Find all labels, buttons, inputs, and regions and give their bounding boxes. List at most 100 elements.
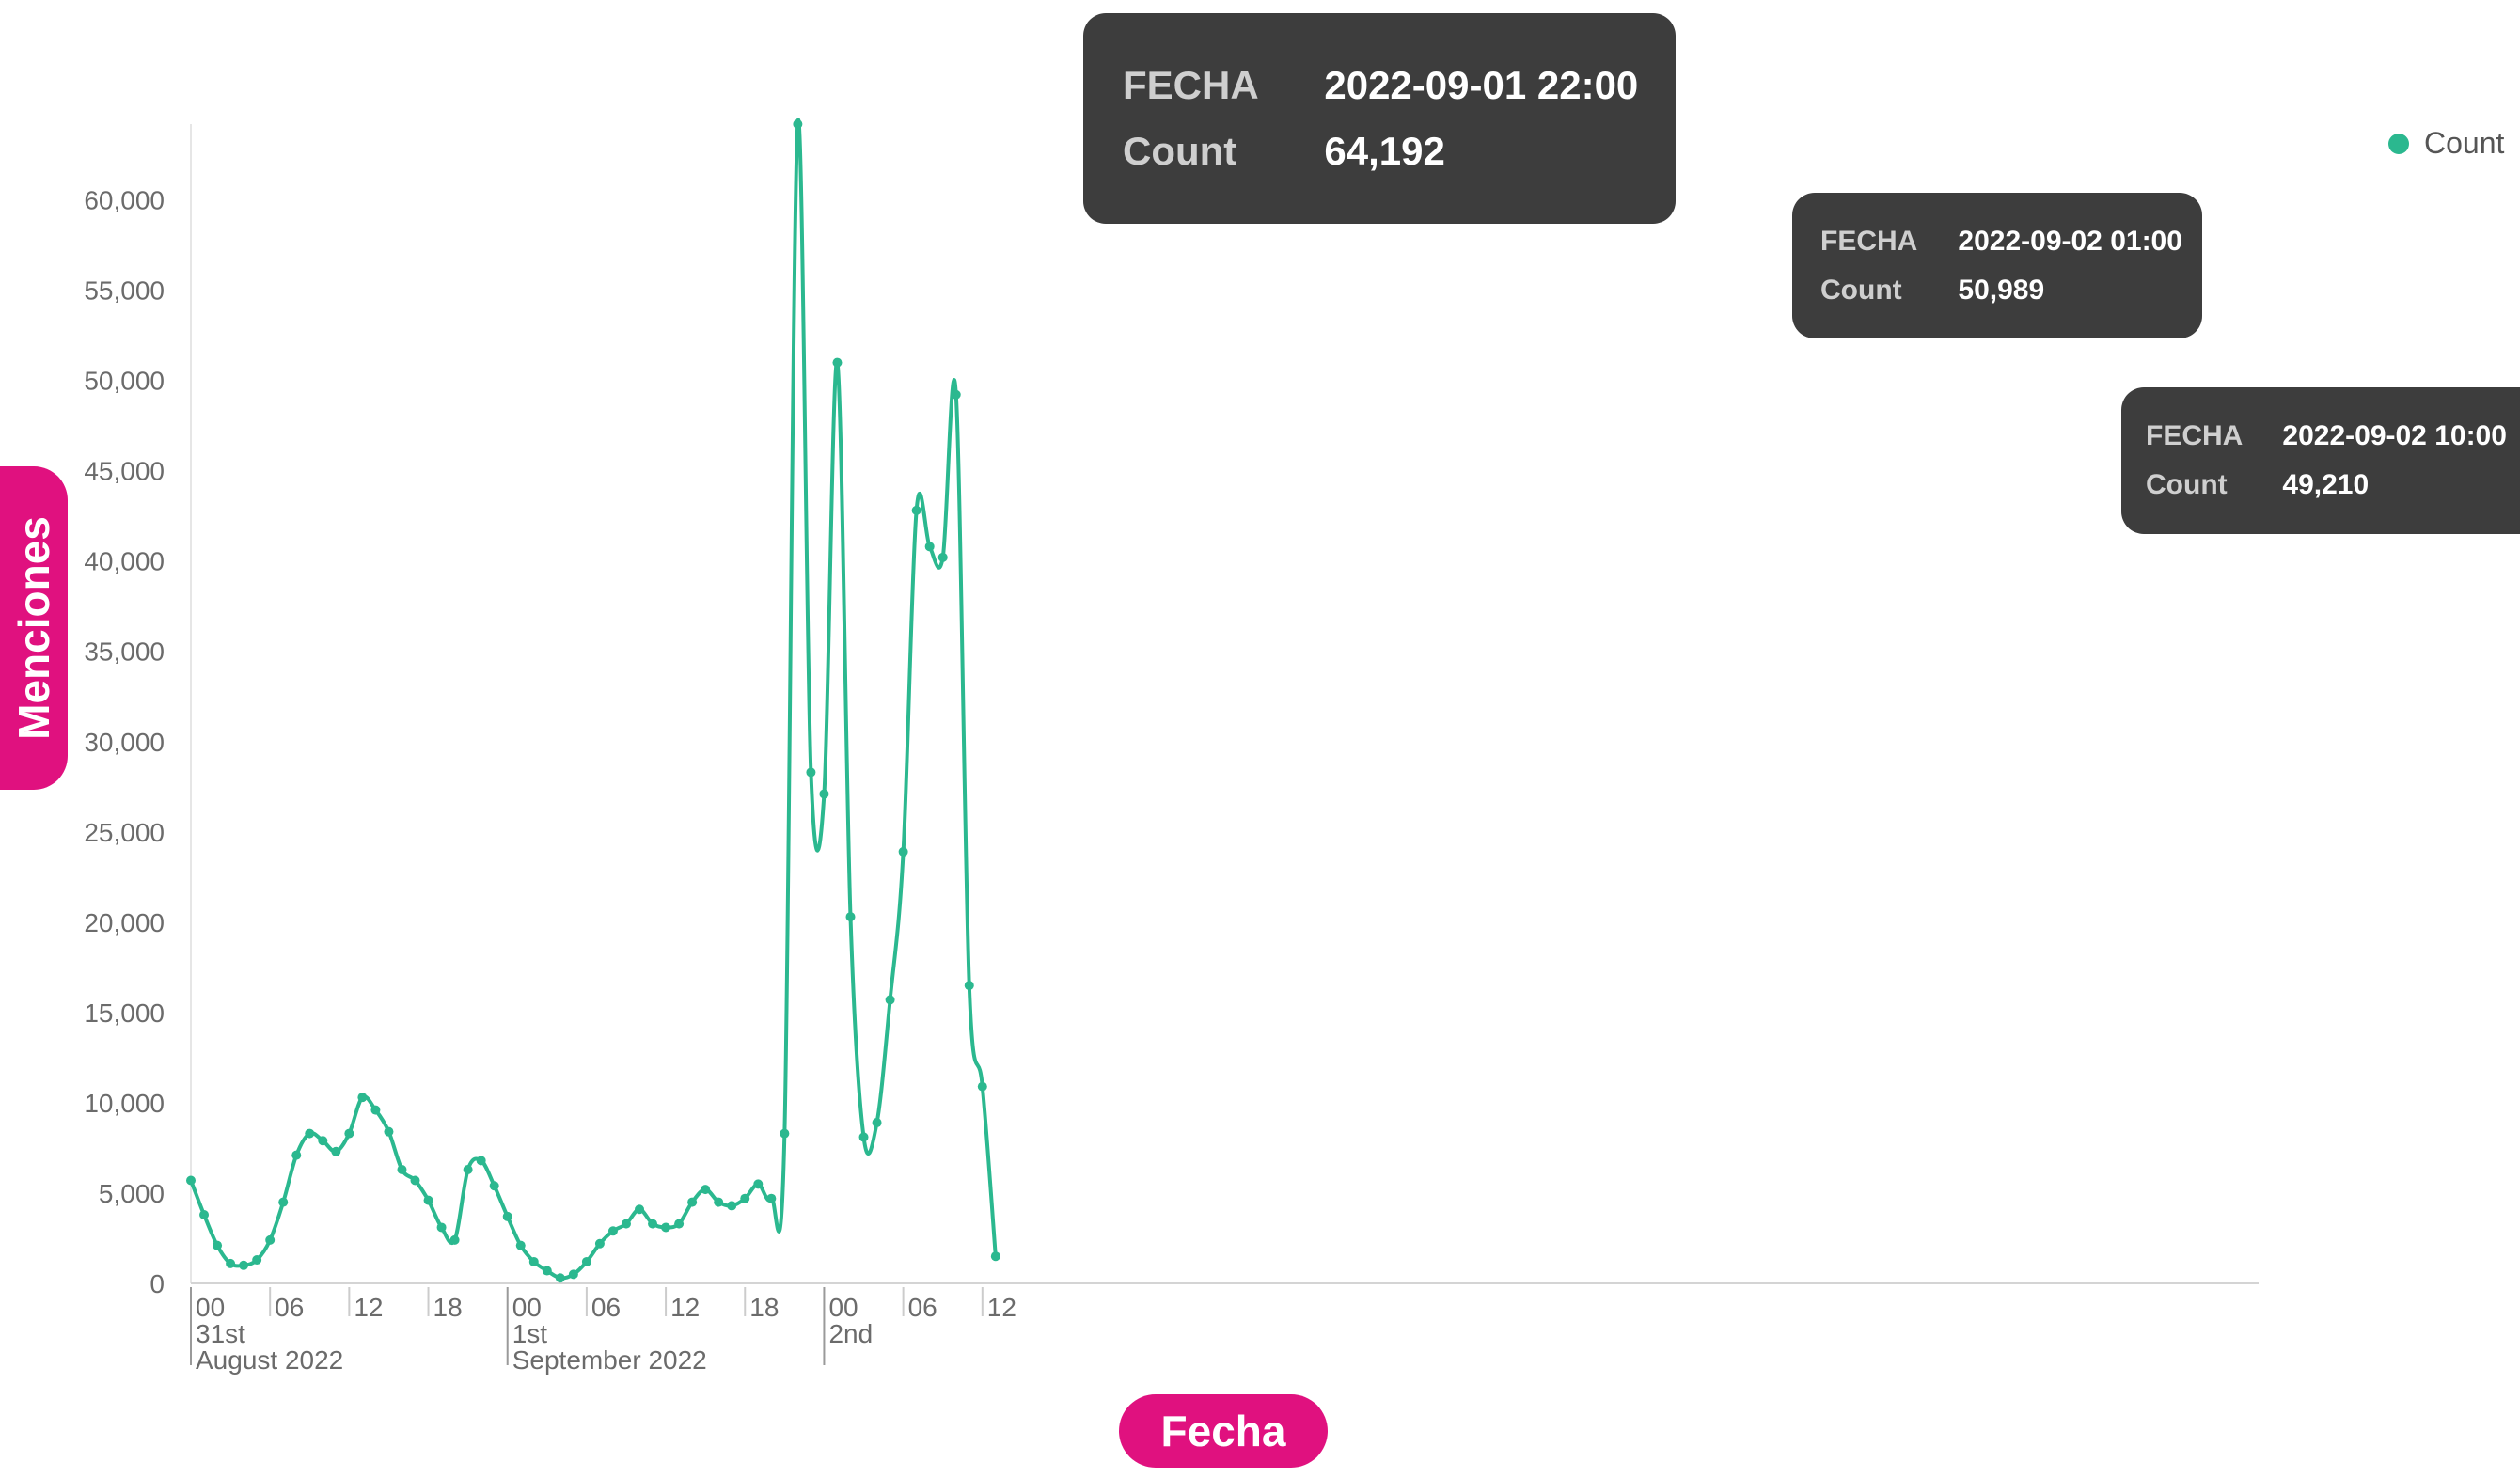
tooltip-peak-3: FECHA 2022-09-02 10:00 Count 49,210 <box>2121 387 2520 534</box>
y-tick-label: 55,000 <box>84 276 165 306</box>
data-point <box>384 1126 394 1137</box>
tooltip-peak-2: FECHA 2022-09-02 01:00 Count 50,989 <box>1792 193 2202 338</box>
y-tick-label: 25,000 <box>84 818 165 847</box>
data-point <box>265 1234 276 1245</box>
data-point <box>793 119 803 129</box>
legend-marker-icon <box>2388 133 2409 154</box>
tooltip-key-count: Count <box>1123 129 1237 173</box>
data-point <box>766 1193 777 1203</box>
data-point <box>951 389 961 400</box>
data-point <box>463 1164 473 1174</box>
data-point <box>621 1219 631 1229</box>
tooltip-key-count: Count <box>1820 274 1902 306</box>
tooltip-value-count: 64,192 <box>1324 129 1445 173</box>
data-point <box>635 1204 645 1215</box>
data-point <box>924 542 935 552</box>
data-point <box>331 1146 341 1156</box>
data-point <box>186 1175 196 1186</box>
x-tick-label: 00 <box>828 1293 858 1322</box>
y-tick-label: 45,000 <box>84 457 165 486</box>
y-tick-label: 40,000 <box>84 547 165 576</box>
tooltip-value-fecha: 2022-09-02 10:00 <box>2282 420 2507 451</box>
x-tick-label: 00 <box>512 1293 542 1322</box>
tooltip-value-fecha: 2022-09-01 22:00 <box>1324 63 1639 107</box>
x-tick-label: 1st <box>512 1319 548 1348</box>
data-point <box>674 1219 685 1229</box>
data-point <box>436 1222 447 1233</box>
data-point <box>252 1255 262 1266</box>
data-point <box>753 1179 764 1189</box>
data-point <box>885 995 895 1005</box>
x-axis-title: Fecha <box>1119 1394 1328 1468</box>
data-point <box>832 357 843 368</box>
data-point <box>423 1195 433 1205</box>
data-point <box>410 1175 420 1186</box>
data-point <box>278 1197 289 1207</box>
data-point <box>449 1234 460 1245</box>
x-tick-label: 31st <box>196 1319 245 1348</box>
data-point <box>397 1164 407 1174</box>
data-point <box>911 505 921 515</box>
x-tick-label: 12 <box>670 1293 700 1322</box>
x-tick-label: September 2022 <box>512 1345 707 1375</box>
data-point <box>740 1193 750 1203</box>
tooltip-key-fecha: FECHA <box>2146 420 2244 451</box>
y-tick-label: 35,000 <box>84 637 165 667</box>
data-point <box>502 1211 512 1221</box>
x-tick-label: 06 <box>591 1293 621 1322</box>
y-axis-title: Menciones <box>0 466 68 790</box>
y-tick-label: 5,000 <box>99 1179 165 1208</box>
data-point <box>594 1238 605 1249</box>
data-point <box>226 1258 236 1268</box>
data-point <box>213 1240 223 1250</box>
legend[interactable]: Count <box>2388 126 2504 161</box>
data-point <box>489 1181 499 1191</box>
x-tick-label: 18 <box>749 1293 779 1322</box>
data-point <box>845 912 856 922</box>
data-point <box>305 1128 315 1139</box>
data-point <box>318 1136 328 1146</box>
y-tick-label: 0 <box>150 1269 165 1298</box>
data-point <box>515 1240 526 1250</box>
x-tick-label: 2nd <box>828 1319 873 1348</box>
x-tick-label: August 2022 <box>196 1345 343 1375</box>
data-point <box>568 1269 578 1280</box>
data-point <box>990 1251 1000 1262</box>
data-point <box>555 1273 565 1283</box>
data-point <box>701 1185 711 1195</box>
x-axis-title-text: Fecha <box>1160 1407 1286 1455</box>
data-point <box>648 1219 658 1229</box>
data-point <box>806 767 816 778</box>
tooltip-value-fecha: 2022-09-02 01:00 <box>1958 225 2182 257</box>
tooltip-key-fecha: FECHA <box>1820 225 1918 257</box>
x-tick-label: 00 <box>196 1293 225 1322</box>
data-point <box>581 1256 591 1266</box>
tooltip-key-fecha: FECHA <box>1123 63 1259 107</box>
data-point <box>898 846 908 857</box>
data-point <box>780 1128 790 1139</box>
data-point <box>542 1266 552 1276</box>
x-tick-label: 18 <box>433 1293 463 1322</box>
data-point <box>714 1197 724 1207</box>
tooltip-peak-1: FECHA 2022-09-01 22:00 Count 64,192 <box>1083 13 1676 224</box>
x-tick-label: 06 <box>275 1293 304 1322</box>
data-point <box>370 1105 381 1115</box>
y-axis-title-text: Menciones <box>9 516 59 740</box>
y-tick-label: 50,000 <box>84 367 165 396</box>
data-point <box>528 1256 539 1266</box>
data-point <box>661 1222 671 1233</box>
x-tick-label: 12 <box>987 1293 1016 1322</box>
y-tick-label: 20,000 <box>84 908 165 937</box>
y-tick-label: 30,000 <box>84 728 165 757</box>
data-point <box>727 1201 737 1211</box>
data-point <box>872 1118 882 1128</box>
tooltip-key-count: Count <box>2146 469 2228 500</box>
data-point <box>819 789 829 799</box>
data-point <box>607 1226 618 1236</box>
y-tick-label: 10,000 <box>84 1089 165 1118</box>
data-point <box>357 1093 368 1103</box>
data-point <box>964 981 974 991</box>
data-point <box>291 1150 302 1160</box>
data-point <box>239 1260 249 1270</box>
data-point <box>199 1210 210 1220</box>
